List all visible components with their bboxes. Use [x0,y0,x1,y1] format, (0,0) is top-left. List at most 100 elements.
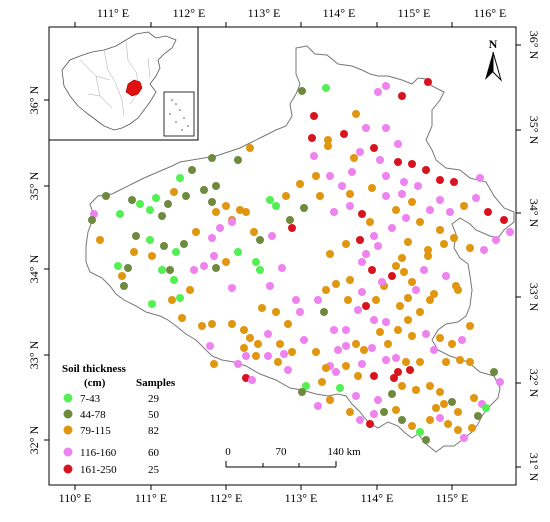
sample-point-161-250 [398,92,406,100]
sample-point-79-115 [408,422,416,430]
sample-point-116-160 [342,342,350,350]
lat-label-right-31: 31° N [527,453,541,482]
sample-point-79-115 [354,372,362,380]
sample-point-44-78 [158,212,166,220]
sample-point-79-115 [178,314,186,322]
sample-point-79-115 [272,308,280,316]
sample-point-116-160 [426,206,434,214]
sample-point-116-160 [414,182,422,190]
sample-point-116-160 [382,172,390,180]
legend: Soil thickness (cm) Samples 7-43 29 44-7… [62,363,176,476]
sample-point-161-250 [484,208,492,216]
sample-point-7-43 [176,174,184,182]
sample-point-116-160 [332,368,340,376]
sample-point-79-115 [392,406,400,414]
sample-point-116-160 [362,124,370,132]
sample-point-79-115 [436,226,444,234]
sample-point-116-160 [200,262,208,270]
sample-point-116-160 [370,410,378,418]
sample-point-79-115 [342,362,350,370]
china-province-lines [79,39,151,117]
sample-point-79-115 [384,340,392,348]
sample-point-79-115 [250,228,258,236]
china-outline [61,31,177,131]
sample-point-79-115 [404,238,412,246]
sample-point-79-115 [324,136,332,144]
legend-swatch [63,393,73,403]
sample-point-79-115 [350,154,358,162]
sample-point-79-115 [246,334,254,342]
sample-point-116-160 [370,232,378,240]
sample-point-161-250 [362,302,370,310]
sample-point-79-115 [426,296,434,304]
sample-point-161-250 [340,130,348,138]
sample-point-79-115 [240,326,248,334]
sample-point-161-250 [422,166,430,174]
legend-item: 161-250 25 [63,464,160,476]
legend-swatch [63,409,73,419]
sample-point-116-160 [358,258,366,266]
latitude-ticks [44,44,521,468]
sample-point-116-160 [378,278,386,286]
sample-point-79-115 [424,246,432,254]
sample-point-116-160 [210,252,218,260]
sample-point-116-160 [420,266,428,274]
sample-point-79-115 [416,358,424,366]
sample-point-79-115 [296,180,304,188]
sample-point-79-115 [460,202,468,210]
lat-label-left-34: 34° N [27,254,41,283]
north-arrow: N [485,37,503,82]
sample-point-116-160 [430,346,438,354]
lon-label-bottom-112: 112° E [210,491,243,505]
sample-point-79-115 [466,244,474,252]
sample-point-79-115 [424,252,432,260]
sample-point-79-115 [398,382,406,390]
sample-point-79-115 [168,296,176,304]
sample-point-44-78 [182,192,190,200]
sample-point-116-160 [458,336,466,344]
sample-point-79-115 [392,262,400,270]
sample-point-79-115 [288,348,296,356]
sample-point-116-160 [228,284,236,292]
sample-point-79-115 [254,340,262,348]
sample-point-116-160 [460,434,468,442]
sample-point-79-115 [366,218,374,226]
lon-label-bottom-115: 115° E [436,491,469,505]
sample-point-79-115 [192,228,200,236]
sample-point-44-78 [298,388,306,396]
legend-count: 29 [148,393,160,405]
sample-point-79-115 [240,344,248,352]
sample-point-79-115 [442,358,450,366]
sample-point-79-115 [148,252,156,260]
legend-samples-header: Samples [136,377,176,389]
sample-point-79-115 [252,352,260,360]
sample-point-79-115 [312,172,320,180]
sample-point-116-160 [392,354,400,362]
sample-point-116-160 [480,246,488,254]
sample-point-79-115 [416,308,424,316]
sample-point-79-115 [466,322,474,330]
lat-label-left-32: 32° N [27,425,41,454]
sample-point-44-78 [234,156,242,164]
lat-label-left-35: 35° N [27,171,41,200]
sample-point-161-250 [308,134,316,142]
sample-point-79-115 [454,286,462,294]
sample-point-116-160 [374,396,382,404]
sample-point-79-115 [316,192,324,200]
sample-point-79-115 [394,326,402,334]
sample-point-7-43 [272,202,280,210]
sample-point-116-160 [370,316,378,324]
sample-point-44-78 [188,166,196,174]
sample-point-79-115 [274,358,282,366]
sample-point-79-115 [454,426,462,434]
sample-point-116-160 [284,366,292,374]
sample-point-79-115 [400,268,408,276]
sample-point-161-250 [424,78,432,86]
sample-point-44-78 [128,196,136,204]
south-china-sea-box [163,91,195,137]
sample-point-79-115 [440,400,448,408]
sample-point-116-160 [506,228,514,236]
sample-point-79-115 [212,208,220,216]
sample-point-79-115 [444,420,452,428]
